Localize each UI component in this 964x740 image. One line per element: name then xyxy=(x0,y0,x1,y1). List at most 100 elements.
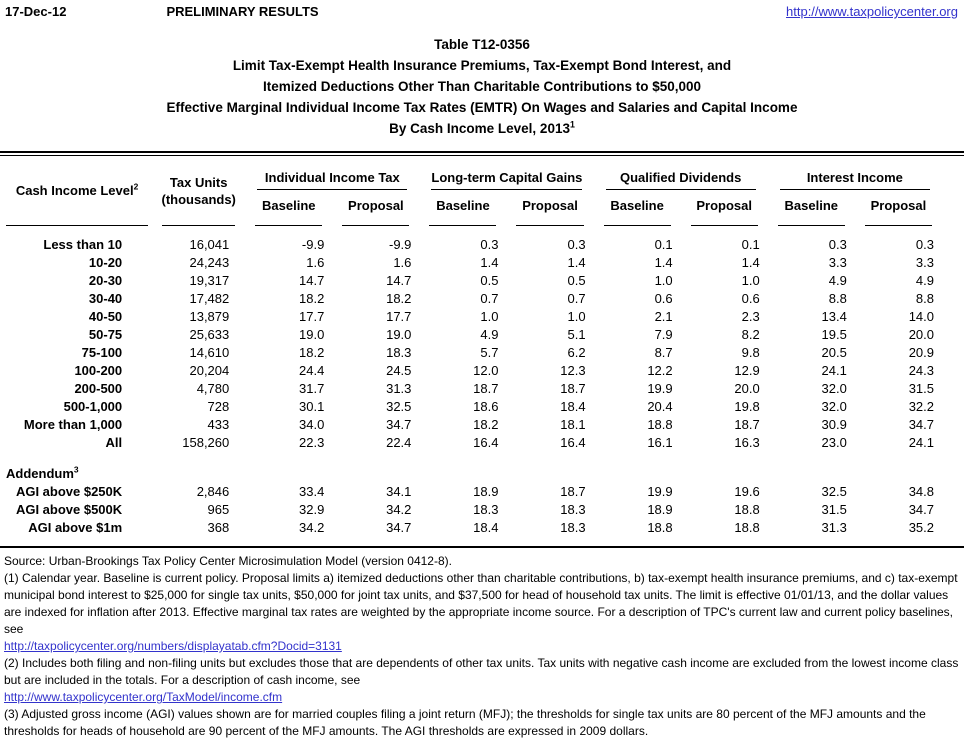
addendum-label: Addendum3 xyxy=(6,464,79,481)
table-row: 30-40 17,482 18.2 18.2 0.7 0.7 0.6 0.6 8.8 8.8 xyxy=(2,290,942,308)
row-label: 500-1,000 xyxy=(63,399,123,414)
footnotes: Source: Urban-Brookings Tax Policy Cente… xyxy=(0,553,964,740)
rate-value: 18.3 xyxy=(560,520,586,535)
rate-value: 18.2 xyxy=(299,291,325,306)
rate-value: -9.9 xyxy=(389,237,412,252)
row-label: AGI above $500K xyxy=(15,502,123,517)
rate-value: 19.0 xyxy=(386,327,412,342)
subheader-proposal: Proposal xyxy=(681,190,768,226)
tax-units-value: 4,780 xyxy=(196,381,230,396)
subheader-baseline: Baseline xyxy=(419,190,506,226)
rate-value: 0.6 xyxy=(654,291,673,306)
rate-value: 32.0 xyxy=(821,399,847,414)
group-header-long-term-capital-gains: Long-term Capital Gains xyxy=(419,156,593,190)
subheader-proposal: Proposal xyxy=(332,190,419,226)
rate-value: 34.7 xyxy=(386,520,412,535)
row-label: 30-40 xyxy=(88,291,123,306)
table-row: Less than 10 16,041 -9.9 -9.9 0.3 0.3 0.1 0.1 0.… xyxy=(2,236,942,254)
tax-units-value: 2,846 xyxy=(196,484,230,499)
rate-value: 7.9 xyxy=(654,327,673,342)
rate-value: 8.7 xyxy=(654,345,673,360)
rate-value: -9.9 xyxy=(301,237,325,252)
table-row: 200-500 4,780 31.7 31.3 18.7 18.7 19.9 20.0 32.0… xyxy=(2,380,942,398)
rate-value: 20.0 xyxy=(908,327,934,342)
subheader-baseline: Baseline xyxy=(594,190,681,226)
rate-value: 30.1 xyxy=(299,399,325,414)
table-top-double-rule xyxy=(0,151,964,156)
rate-value: 20.9 xyxy=(908,345,934,360)
tax-units-value: 17,482 xyxy=(189,291,230,306)
title-line-4: By Cash Income Level, 20131 xyxy=(389,119,575,136)
table-row: 40-50 13,879 17.7 17.7 1.0 1.0 2.1 2.3 13.4 14.0 xyxy=(2,308,942,326)
footnote-ref-3: 3 xyxy=(73,464,79,475)
rate-value: 19.8 xyxy=(734,399,760,414)
rate-value: 8.8 xyxy=(828,291,847,306)
rate-value: 18.4 xyxy=(473,520,499,535)
rate-value: 19.6 xyxy=(734,484,760,499)
rate-value: 34.1 xyxy=(386,484,412,499)
rate-value: 18.9 xyxy=(647,502,673,517)
rate-value: 1.4 xyxy=(741,255,760,270)
rate-value: 24.4 xyxy=(299,363,325,378)
rate-value: 18.2 xyxy=(299,345,325,360)
rate-value: 18.6 xyxy=(473,399,499,414)
subheader-baseline: Baseline xyxy=(245,190,332,226)
rate-value: 0.6 xyxy=(741,291,760,306)
rate-value: 31.3 xyxy=(386,381,412,396)
footnote-ref-2: 2 xyxy=(133,181,139,192)
rate-value: 9.8 xyxy=(741,345,760,360)
row-label: 20-30 xyxy=(88,273,123,288)
rate-value: 1.4 xyxy=(654,255,673,270)
rate-value: 32.5 xyxy=(821,484,847,499)
table-row: 10-20 24,243 1.6 1.6 1.4 1.4 1.4 1.4 3.3 3.3 xyxy=(2,254,942,272)
rate-value: 18.4 xyxy=(560,399,586,414)
rate-value: 17.7 xyxy=(299,309,325,324)
rate-value: 1.6 xyxy=(393,255,412,270)
rate-value: 8.8 xyxy=(915,291,934,306)
row-label: 40-50 xyxy=(88,309,123,324)
top-bar: 17-Dec-12 PRELIMINARY RESULTS http://www… xyxy=(0,0,964,20)
tax-units-value: 16,041 xyxy=(189,237,230,252)
rate-value: 18.2 xyxy=(386,291,412,306)
rate-value: 19.0 xyxy=(299,327,325,342)
rate-value: 31.5 xyxy=(908,381,934,396)
rate-value: 4.9 xyxy=(915,273,934,288)
rate-value: 16.3 xyxy=(734,435,760,450)
subheader-baseline: Baseline xyxy=(768,190,855,226)
rate-value: 34.2 xyxy=(299,520,325,535)
rate-value: 16.4 xyxy=(473,435,499,450)
rate-value: 31.5 xyxy=(821,502,847,517)
row-label: 200-500 xyxy=(74,381,123,396)
rate-value: 1.6 xyxy=(306,255,325,270)
tax-units-value: 14,610 xyxy=(189,345,230,360)
rate-value: 32.0 xyxy=(821,381,847,396)
group-header-interest-income: Interest Income xyxy=(768,156,942,190)
rate-value: 31.3 xyxy=(821,520,847,535)
rate-value: 18.2 xyxy=(473,417,499,432)
taxpolicycenter-home-link[interactable]: http://www.taxpolicycenter.org xyxy=(786,4,958,19)
rate-value: 0.3 xyxy=(567,237,586,252)
tax-units-value: 433 xyxy=(207,417,230,432)
rate-value: 18.3 xyxy=(386,345,412,360)
rate-value: 30.9 xyxy=(821,417,847,432)
rate-value: 1.0 xyxy=(567,309,586,324)
row-label: AGI above $1m xyxy=(28,520,123,535)
rate-value: 18.8 xyxy=(647,417,673,432)
rate-value: 18.7 xyxy=(560,484,586,499)
tax-units-value: 19,317 xyxy=(189,273,230,288)
spacer-row xyxy=(2,226,942,236)
spacer-row xyxy=(2,452,942,465)
header-underline xyxy=(162,225,236,226)
tax-units-value: 13,879 xyxy=(189,309,230,324)
rate-value: 6.2 xyxy=(567,345,586,360)
rate-value: 18.7 xyxy=(560,381,586,396)
header-sub-row: Baseline Proposal Baseline Proposal Base… xyxy=(2,190,942,226)
rate-value: 3.3 xyxy=(915,255,934,270)
rate-value: 2.1 xyxy=(654,309,673,324)
rate-value: 34.7 xyxy=(908,502,934,517)
footnote-1-link[interactable]: http://taxpolicycenter.org/numbers/displ… xyxy=(4,639,342,653)
rate-value: 14.7 xyxy=(386,273,412,288)
rate-value: 1.0 xyxy=(654,273,673,288)
footnote-2-link[interactable]: http://www.taxpolicycenter.org/TaxModel/… xyxy=(4,690,283,704)
rate-value: 20.0 xyxy=(734,381,760,396)
